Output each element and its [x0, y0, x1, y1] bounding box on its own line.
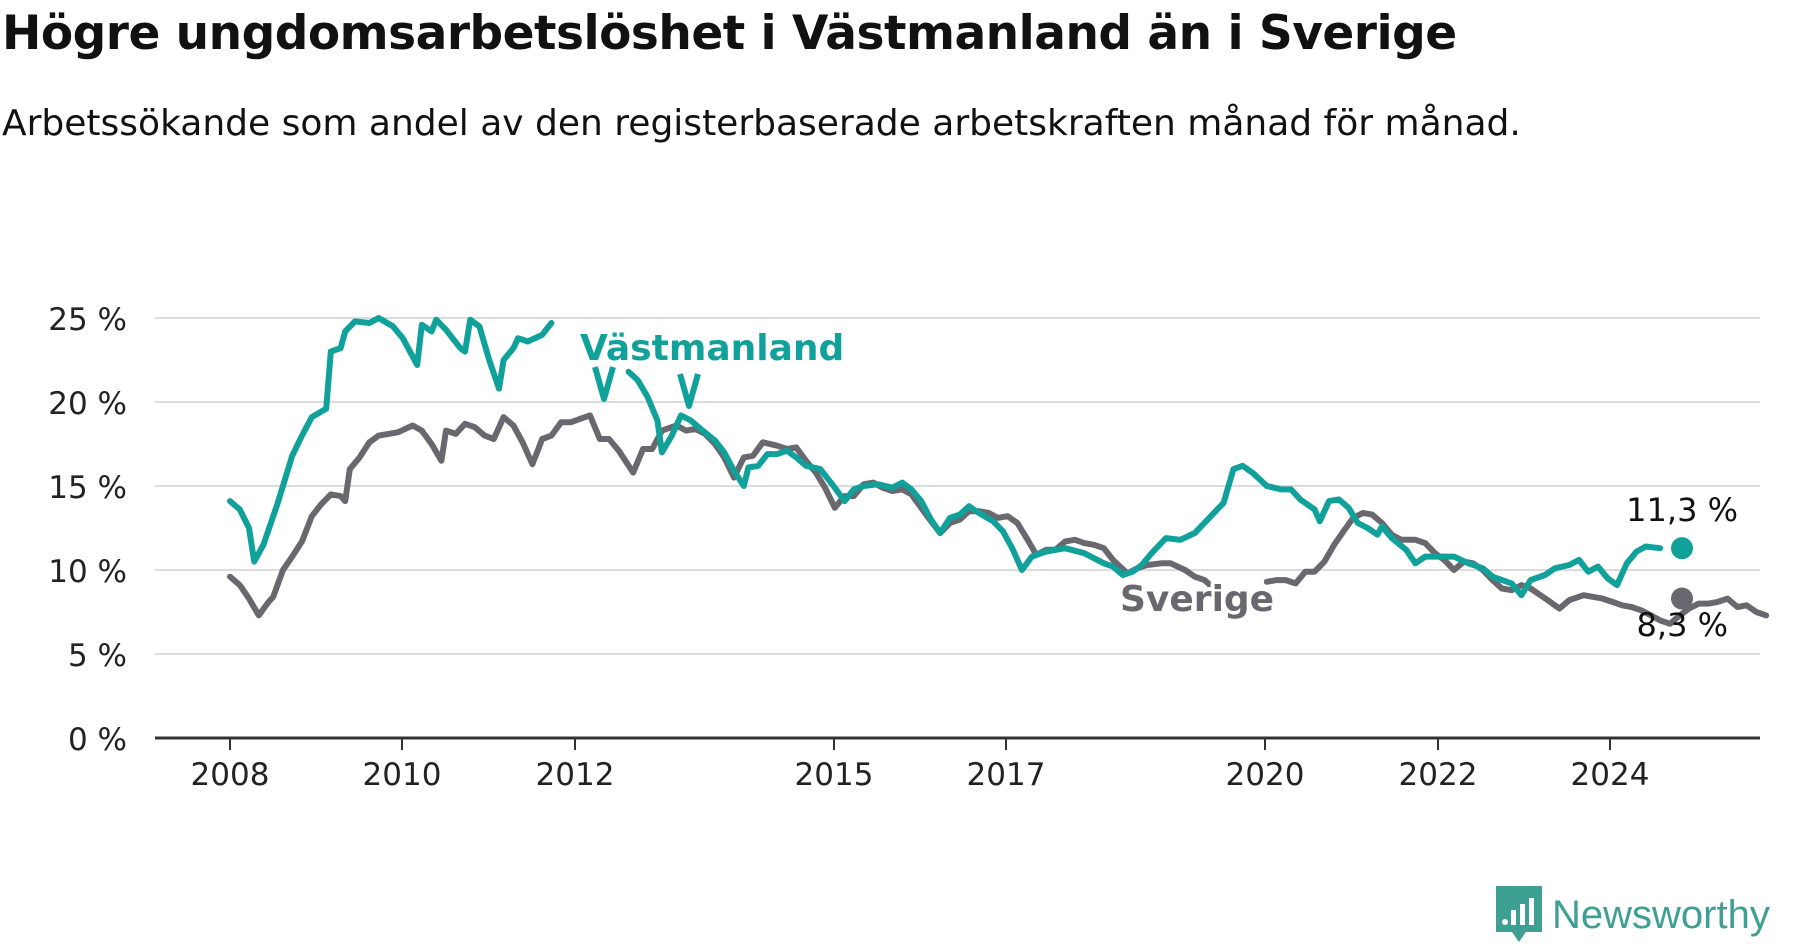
x-tick-label: 2010	[363, 757, 442, 793]
y-tick-label: 20 %	[48, 386, 127, 422]
y-tick-label: 0 %	[68, 722, 127, 758]
series-name-sverige: Sverige	[1120, 579, 1274, 620]
label-pointer	[592, 366, 616, 402]
x-tick-label: 2017	[967, 757, 1046, 793]
series-line-västmanland	[227, 315, 555, 565]
y-tick-label: 25 %	[48, 302, 127, 338]
x-tick-label: 2022	[1399, 757, 1478, 793]
y-tick-label: 10 %	[48, 554, 127, 590]
x-tick-label: 2008	[191, 757, 270, 793]
x-tick-label: 2024	[1571, 757, 1650, 793]
brand-name: Newsworthy	[1552, 892, 1770, 937]
x-tick-label: 2020	[1226, 757, 1305, 793]
series-lines	[227, 315, 1770, 627]
page-title: Högre ungdomsarbetslöshet i Västmanland …	[2, 6, 1457, 61]
y-tick-label: 15 %	[48, 470, 127, 506]
end-label-vastmanland: 11,3 %	[1626, 491, 1738, 529]
grid-lines	[155, 317, 1760, 655]
series-line-västmanland	[625, 368, 1664, 599]
y-tick-label: 5 %	[68, 638, 127, 674]
x-tick-label: 2012	[536, 757, 615, 793]
series-name-vastmanland: Västmanland	[580, 328, 844, 369]
label-pointer	[677, 373, 701, 409]
end-label-sverige: 8,3 %	[1637, 606, 1728, 644]
end-point-sverige	[1671, 587, 1693, 610]
x-axis: 2008 2010 2012 2015 2017 2020 2022 2024	[155, 736, 1760, 793]
series-labels: 11,3 % 8,3 % Västmanland Sverige	[576, 324, 1738, 644]
y-axis-tick-labels: 0 % 5 % 10 % 15 % 20 % 25 %	[48, 302, 127, 758]
end-point-vastmanland	[1671, 537, 1693, 560]
brand: Newsworthy	[1494, 884, 1770, 946]
page-subtitle: Arbetssökande som andel av den registerb…	[2, 103, 1521, 144]
x-tick-label: 2015	[795, 757, 874, 793]
newsworthy-logo-icon	[1496, 886, 1542, 942]
